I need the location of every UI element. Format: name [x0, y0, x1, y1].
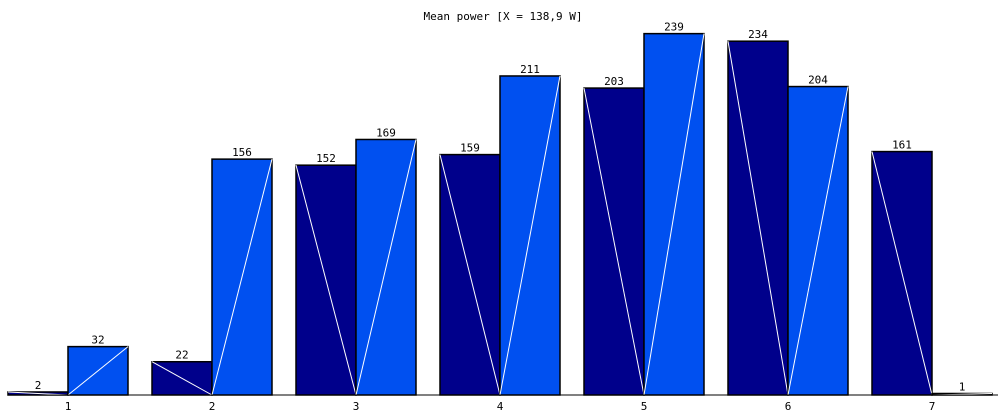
data-label-series2-cat6: 204 [808, 74, 828, 87]
x-tick-label-7: 7 [929, 400, 936, 412]
bar-diagonal-series1-cat2 [151, 361, 213, 396]
bar-diagonal-series2-cat4 [499, 75, 561, 396]
bar-diagonal-series1-cat7 [871, 151, 933, 396]
data-label-series2-cat5: 239 [664, 21, 684, 34]
data-label-series2-cat4: 211 [520, 63, 540, 76]
data-label-series1-cat1: 2 [35, 379, 42, 392]
data-label-series1-cat6: 234 [748, 28, 768, 41]
data-label-series2-cat2: 156 [232, 146, 252, 159]
x-tick-label-4: 4 [497, 400, 504, 412]
x-tick-label-5: 5 [641, 400, 648, 412]
x-tick-label-1: 1 [65, 400, 72, 412]
bar-diagonal-series2-cat6 [787, 86, 849, 396]
bar-diagonal-series1-cat6 [727, 41, 789, 396]
data-label-series1-cat2: 22 [175, 349, 188, 362]
bar-diagonal-series2-cat1 [67, 346, 129, 396]
x-tick-label-6: 6 [785, 400, 792, 412]
bar-diagonal-series1-cat1 [7, 391, 69, 396]
data-label-series1-cat4: 159 [460, 142, 480, 155]
x-tick-label-2: 2 [209, 400, 216, 412]
bar-diagonal-series2-cat3 [355, 139, 417, 396]
bar-diagonal-series1-cat3 [295, 165, 357, 396]
x-tick-label-3: 3 [353, 400, 360, 412]
data-label-series1-cat5: 203 [604, 75, 624, 88]
bar-diagonal-series2-cat2 [211, 159, 273, 396]
data-label-series2-cat1: 32 [91, 334, 104, 347]
data-label-series2-cat7: 1 [959, 380, 966, 393]
data-label-series1-cat3: 152 [316, 152, 336, 165]
chart-title: Mean power [X = 138,9 W] [424, 10, 583, 23]
bar-diagonal-series2-cat5 [643, 33, 705, 396]
data-label-series2-cat3: 169 [376, 126, 396, 139]
data-label-series1-cat7: 161 [892, 139, 912, 152]
bar-diagonal-series1-cat4 [439, 154, 501, 396]
bar-diagonal-series1-cat5 [583, 87, 645, 396]
